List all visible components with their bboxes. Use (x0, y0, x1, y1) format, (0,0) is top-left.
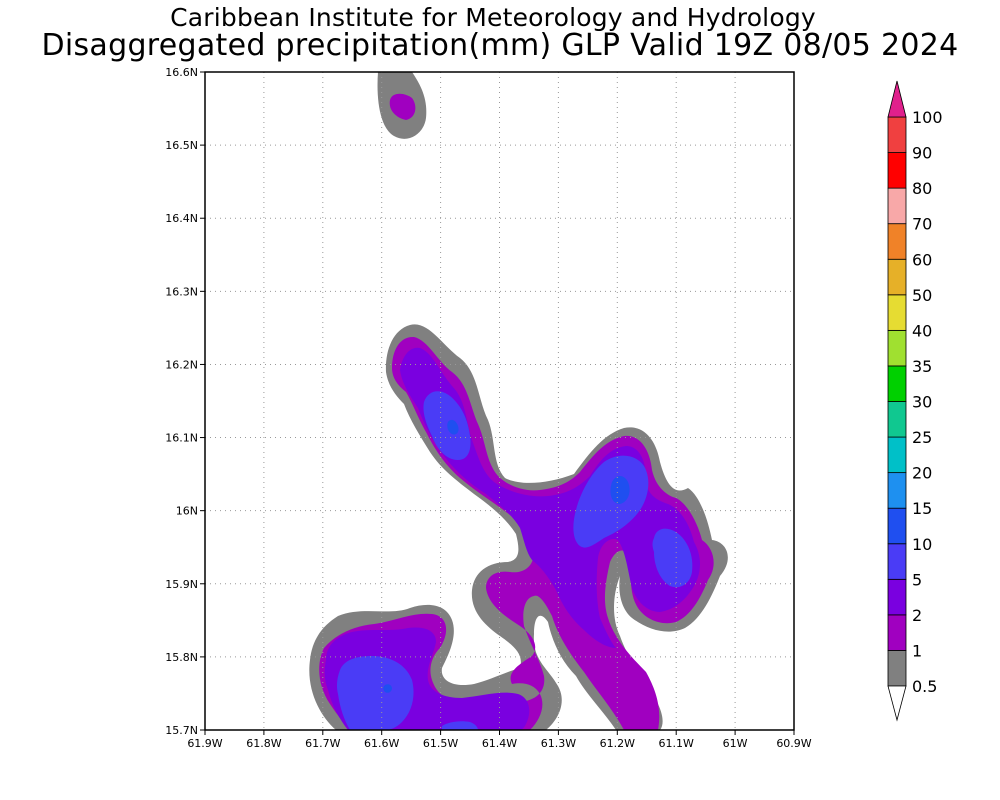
colorbar-label: 100 (912, 108, 943, 127)
colorbar-swatch (887, 614, 907, 651)
colorbar-label: 10 (912, 535, 932, 554)
x-tick-label: 61.6W (364, 737, 399, 750)
colorbar-label: 40 (912, 321, 932, 340)
contour-5mm (336, 391, 693, 730)
precipitation-contours (309, 72, 728, 730)
y-tick-label: 16.2N (165, 358, 198, 371)
y-tick-label: 16.6N (165, 66, 198, 79)
colorbar-swatch (887, 436, 907, 474)
x-axis: 61.9W 61.8W 61.7W 61.6W 61.5W 61.4W 61.3W 61.2W… (187, 730, 812, 750)
map-title-line1: Caribbean Institute for Meteorology and … (170, 3, 816, 32)
colorbar-swatch (887, 401, 907, 438)
y-tick-label: 16.3N (165, 285, 198, 298)
x-tick-label: 61.9W (187, 737, 222, 750)
colorbar-swatch (887, 365, 907, 402)
colorbar-swatch (887, 650, 907, 687)
contour-10mm (383, 419, 630, 693)
x-tick-label: 60.9W (776, 737, 811, 750)
colorbar-label: 50 (912, 286, 932, 305)
colorbar-swatch (887, 543, 907, 580)
y-tick-label: 15.8N (165, 651, 198, 664)
colorbar-swatch (887, 578, 907, 616)
x-tick-label: 61.2W (600, 737, 635, 750)
y-tick-label: 15.9N (165, 578, 198, 591)
colorbar-label: 60 (912, 250, 932, 269)
colorbar-label: 70 (912, 215, 932, 234)
colorbar-label: 30 (912, 393, 932, 412)
map-title-line2: Disaggregated precipitation(mm) GLP Vali… (41, 28, 959, 63)
x-tick-label: 61.5W (423, 737, 458, 750)
colorbar-under-arrow (887, 685, 907, 722)
colorbar-label: 90 (912, 144, 932, 163)
map-gridlines (205, 72, 794, 730)
colorbar-swatch (887, 187, 907, 225)
y-tick-label: 15.7N (165, 724, 198, 737)
colorbar-label: 1 (912, 641, 922, 660)
colorbar-label: 0.5 (912, 677, 937, 696)
colorbar-label: 20 (912, 464, 932, 483)
colorbar-label: 2 (912, 606, 922, 625)
colorbar-swatch (887, 329, 907, 367)
colorbar-swatch (887, 152, 907, 189)
x-tick-label: 61.8W (246, 737, 281, 750)
colorbar-label: 15 (912, 499, 932, 518)
x-tick-label: 61.7W (305, 737, 340, 750)
colorbar-swatch (887, 223, 907, 260)
colorbar-swatch (887, 294, 907, 331)
x-tick-label: 61.3W (541, 737, 576, 750)
colorbar-label: 25 (912, 428, 932, 447)
y-tick-label: 16.5N (165, 139, 198, 152)
colorbar-label: 5 (912, 570, 922, 589)
y-axis: 15.7N 15.8N 15.9N 16N 16.1N 16.2N 16.3N 16.4N 16… (165, 66, 205, 737)
y-tick-label: 16N (176, 505, 198, 518)
y-tick-label: 16.1N (165, 432, 198, 445)
colorbar-swatch (887, 472, 907, 509)
x-tick-label: 61W (723, 737, 748, 750)
colorbar-swatch (887, 258, 907, 296)
colorbar-label: 80 (912, 179, 932, 198)
y-tick-label: 16.4N (165, 212, 198, 225)
colorbar-over-arrow (887, 80, 907, 118)
colorbar-swatch (887, 116, 907, 153)
colorbar-swatch (887, 507, 907, 545)
colorbar-label: 35 (912, 357, 932, 376)
x-tick-label: 61.4W (482, 737, 517, 750)
x-tick-label: 61.1W (659, 737, 694, 750)
